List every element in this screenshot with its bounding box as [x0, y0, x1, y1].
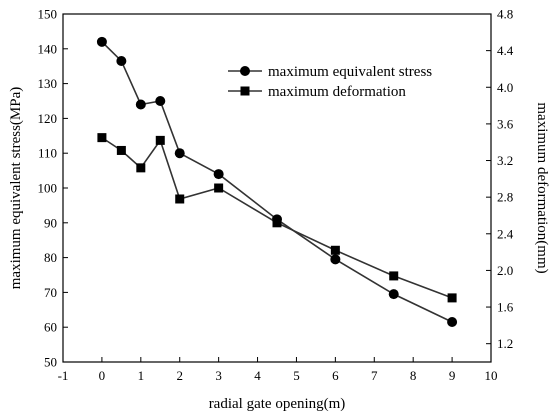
deformation-point: [175, 194, 185, 204]
right-y-axis-title: maximum deformation(mm): [534, 102, 550, 273]
right-y-tick-label: 1.6: [497, 300, 514, 315]
left-y-tick-label: 50: [44, 355, 57, 370]
deformation-point: [97, 133, 107, 143]
legend-square-marker: [240, 86, 250, 96]
deformation-point: [389, 271, 399, 281]
left-y-tick-label: 90: [44, 215, 57, 230]
left-y-tick-label: 70: [44, 285, 57, 300]
stress-point: [330, 254, 341, 265]
series-layer: [96, 36, 458, 327]
legend-label: maximum deformation: [268, 84, 406, 100]
series-line-2: [101, 136, 453, 299]
stress-point: [388, 289, 399, 300]
right-y-tick-label: 2.8: [497, 190, 513, 205]
stress-point: [447, 316, 458, 327]
right-y-tick-label: 1.2: [497, 336, 513, 351]
deformation-point: [136, 163, 146, 173]
x-tick-label: 2: [176, 368, 183, 383]
x-tick-label: 3: [215, 368, 222, 383]
stress-point: [96, 36, 107, 47]
legend: maximum equivalent stress maximum deforma…: [228, 64, 432, 100]
left-y-tick-label: 110: [38, 146, 57, 161]
x-tick-label: 7: [371, 368, 378, 383]
stress-point: [174, 148, 185, 159]
deformation-point: [272, 218, 282, 228]
right-y-tick-label: 3.2: [497, 153, 513, 168]
x-tick-label: 6: [332, 368, 339, 383]
series-line-1: [101, 41, 453, 323]
x-tick-label: 5: [293, 368, 300, 383]
left-y-axis-title: maximum equivalent stress(MPa): [8, 87, 24, 289]
right-y-tick-label: 4.8: [497, 7, 513, 22]
x-tick-label: -1: [58, 368, 69, 383]
x-tick-label: 10: [485, 368, 498, 383]
deformation-point: [214, 183, 224, 193]
right-y-tick-label: 4.0: [497, 80, 513, 95]
deformation-point: [116, 145, 126, 155]
deformation-point: [330, 245, 340, 255]
x-tick-label: 8: [410, 368, 417, 383]
x-tick-label: 4: [254, 368, 261, 383]
stress-point: [155, 96, 166, 106]
stress-point: [213, 169, 224, 180]
right-y-tick-label: 2.4: [497, 226, 514, 241]
x-tick-label: 0: [99, 368, 106, 383]
x-tick-label: 1: [138, 368, 145, 383]
left-y-tick-label: 120: [38, 111, 58, 126]
stress-point: [135, 99, 146, 110]
legend-label: maximum equivalent stress: [268, 64, 432, 80]
stress-point: [116, 55, 127, 66]
x-axis-title: radial gate opening(m): [209, 396, 346, 412]
left-y-tick-label: 80: [44, 250, 57, 265]
legend-circle-marker: [240, 66, 250, 76]
left-y-tick-label: 100: [38, 181, 58, 196]
left-y-tick-label: 150: [38, 7, 58, 22]
left-y-tick-label: 140: [38, 41, 58, 56]
deformation-point: [447, 293, 457, 303]
left-y-tick-label: 60: [44, 320, 57, 335]
left-y-tick-label: 130: [38, 76, 58, 91]
x-tick-label: 9: [449, 368, 456, 383]
right-y-tick-label: 4.4: [497, 43, 514, 58]
right-y-tick-label: 2.0: [497, 263, 513, 278]
deformation-point: [155, 135, 165, 145]
right-y-tick-label: 3.6: [497, 116, 514, 131]
axes: -1 0 1 2 3 4 5 6 7 8 9 10 50 60 70 80 90 100 110 120 130 140 1…: [38, 7, 514, 384]
